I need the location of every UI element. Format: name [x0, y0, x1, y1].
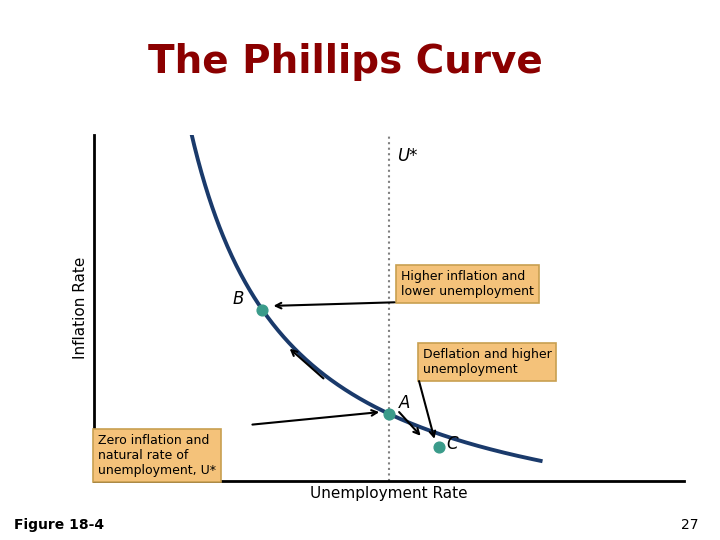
Text: Higher inflation and
lower unemployment: Higher inflation and lower unemployment [402, 269, 534, 298]
Bar [0, 70, 720, 76]
Text: Figure 18-4: Figure 18-4 [14, 518, 104, 532]
X-axis label: Unemployment Rate: Unemployment Rate [310, 486, 467, 501]
Bar [0, 103, 720, 108]
Text: B: B [233, 290, 244, 308]
Text: 27: 27 [681, 518, 698, 532]
Y-axis label: Inflation Rate: Inflation Rate [73, 256, 88, 359]
Bar [0, 32, 720, 38]
Bar [0, 49, 720, 54]
Text: U*: U* [397, 147, 418, 165]
Bar [0, 16, 720, 22]
Bar [0, 92, 720, 97]
Text: The Phillips Curve: The Phillips Curve [148, 43, 543, 81]
Bar [0, 97, 720, 103]
Bar [0, 65, 720, 70]
Bar [0, 86, 720, 92]
Bar [0, 5, 720, 11]
Point [433, 443, 445, 451]
Bar [0, 27, 720, 32]
Bar [0, 38, 720, 43]
Bar [0, 11, 720, 16]
Text: Zero inflation and
natural rate of
unemployment, U*: Zero inflation and natural rate of unemp… [98, 434, 216, 477]
Text: Deflation and higher
unemployment: Deflation and higher unemployment [423, 348, 552, 376]
Bar [0, 108, 720, 113]
Bar [0, 43, 720, 49]
Bar [0, 81, 720, 86]
Text: C: C [446, 435, 458, 453]
Bar [0, 76, 720, 81]
Text: A: A [399, 394, 410, 412]
Bar [0, 59, 720, 65]
Bar [0, 54, 720, 59]
Bar [0, 22, 720, 27]
Point [383, 409, 395, 418]
Point [256, 305, 268, 314]
